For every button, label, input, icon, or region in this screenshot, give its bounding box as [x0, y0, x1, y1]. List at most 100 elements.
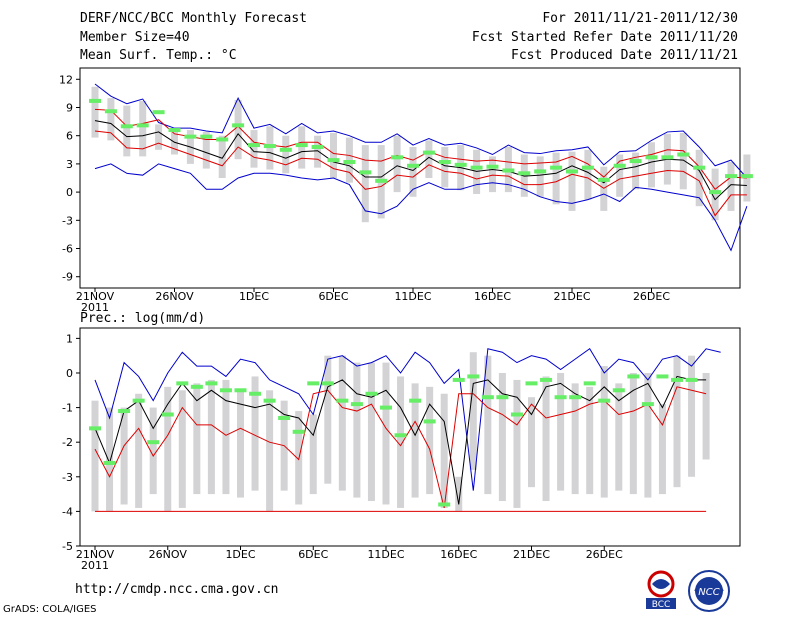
- prec-xtick-label: 21NOV: [76, 548, 115, 561]
- temp-observed-marker: [709, 190, 722, 195]
- prec-observed-marker: [205, 381, 218, 386]
- temp-ytick-label: -9: [62, 271, 73, 284]
- temp-observed-marker: [677, 152, 690, 157]
- temp-xtick-label: 26NOV: [155, 290, 194, 303]
- temp-observed-marker: [168, 128, 181, 133]
- prec-xtick-label: 21DEC: [513, 548, 550, 561]
- ncc-logo-text: NCC: [698, 587, 719, 598]
- temp-spread-box: [139, 100, 147, 157]
- temp-observed-marker: [454, 162, 467, 167]
- prec-spread-box: [324, 355, 332, 484]
- temp-spread-box: [616, 154, 624, 197]
- prec-observed-marker: [598, 398, 611, 403]
- temp-observed-marker: [391, 155, 404, 160]
- temp-spread-box: [648, 142, 655, 188]
- prec-observed-marker: [409, 398, 422, 403]
- prec-ytick-label: -4: [62, 505, 73, 518]
- prec-upper-envelope-line: [94, 348, 721, 491]
- prec-observed-marker: [641, 402, 654, 407]
- prec-spread-box: [367, 362, 375, 502]
- temp-ytick-label: 12: [59, 73, 73, 86]
- prec-observed-marker: [89, 426, 101, 431]
- temp-observed-marker: [120, 124, 133, 129]
- prec-spread-box: [207, 379, 215, 495]
- temp-upper-envelope-line: [94, 83, 748, 179]
- temp-spread-box: [298, 126, 306, 169]
- prec-ytick-label: 0: [66, 367, 73, 380]
- temp-observed-marker: [613, 163, 626, 168]
- prec-spread-box: [91, 400, 99, 512]
- prec-spread-box: [426, 386, 434, 495]
- temp-observed-marker: [502, 168, 515, 173]
- prec-xtick-label: 1DEC: [225, 548, 255, 561]
- temp-xtick-label: 16DEC: [474, 290, 511, 303]
- ncc-logo: NCC: [688, 570, 730, 612]
- temp-lower-envelope-line: [94, 163, 748, 252]
- prec-observed-marker: [612, 388, 625, 393]
- prec-spread-box: [688, 355, 696, 477]
- prec-observed-marker: [569, 395, 582, 400]
- temp-observed-marker: [359, 170, 372, 175]
- prec-spread-box: [658, 404, 666, 495]
- prec-observed-marker: [394, 433, 407, 438]
- prec-observed-marker: [467, 374, 480, 379]
- temp-spread-box: [409, 146, 417, 197]
- temp-ytick-label: 3: [66, 158, 73, 171]
- temp-upper-quartile-line: [94, 108, 747, 190]
- prec-spread-box: [222, 379, 230, 495]
- temp-observed-marker: [200, 134, 213, 139]
- temp-spread-box: [441, 146, 449, 188]
- prec-spread-box: [309, 414, 317, 495]
- temp-observed-marker: [566, 169, 578, 174]
- prec-xtick-year: 2011: [81, 559, 109, 572]
- prec-observed-marker: [627, 374, 640, 379]
- source-url[interactable]: http://cmdp.ncc.cma.gov.cn: [75, 582, 279, 597]
- prec-observed-marker: [583, 381, 596, 386]
- prec-observed-marker: [132, 398, 145, 403]
- prec-spread-box: [702, 372, 710, 460]
- temp-observed-marker: [740, 174, 753, 179]
- prec-observed-marker: [365, 391, 378, 396]
- prec-spread-box: [498, 372, 506, 502]
- temp-observed-marker: [661, 155, 674, 160]
- prec-observed-marker: [671, 377, 683, 382]
- forecast-period: For 2011/11/21-2011/12/30: [542, 11, 738, 26]
- temp-observed-marker: [184, 134, 197, 139]
- prec-spread-box: [571, 383, 579, 495]
- temp-xtick-label: 1DEC: [239, 290, 269, 303]
- prec-observed-marker: [452, 377, 465, 382]
- temp-spread-box: [282, 135, 290, 174]
- prec-spread-box: [382, 362, 390, 505]
- temp-spread-box: [727, 162, 735, 211]
- prec-spread-box: [106, 407, 114, 512]
- temp-xtick-label: 21DEC: [553, 290, 590, 303]
- prec-spread-box: [135, 393, 143, 508]
- prec-observed-marker: [147, 440, 160, 445]
- fcst-produced-date: Fcst Produced Date 2011/11/21: [511, 48, 738, 63]
- temp-spread-box: [361, 145, 369, 223]
- prec-observed-marker: [219, 388, 232, 393]
- temp-xtick-label: 21NOV: [76, 290, 115, 303]
- temp-spread-box: [568, 151, 576, 211]
- prec-ytick-label: 1: [66, 332, 73, 345]
- temp-spread-box: [123, 105, 131, 157]
- temp-ytick-label: 9: [66, 101, 73, 114]
- prec-observed-marker: [161, 412, 174, 417]
- prec-spread-box: [251, 376, 259, 491]
- temp-observed-marker: [327, 158, 340, 163]
- temp-spread-box: [425, 140, 433, 178]
- temp-observed-marker: [343, 160, 356, 165]
- temp-ytick-label: 0: [66, 186, 73, 199]
- temp-xtick-label: 6DEC: [318, 290, 348, 303]
- prec-spread-box: [397, 376, 405, 508]
- prec-observed-marker: [380, 405, 392, 410]
- prec-spread-box: [338, 355, 346, 491]
- prec-xtick-label: 26DEC: [586, 548, 623, 561]
- prec-observed-marker: [685, 377, 698, 382]
- prec-xtick-label: 6DEC: [298, 548, 328, 561]
- bcc-logo-text: BCC: [652, 600, 671, 610]
- prec-observed-marker: [190, 384, 203, 389]
- temp-observed-marker: [645, 155, 658, 160]
- prec-spread-box: [469, 352, 477, 470]
